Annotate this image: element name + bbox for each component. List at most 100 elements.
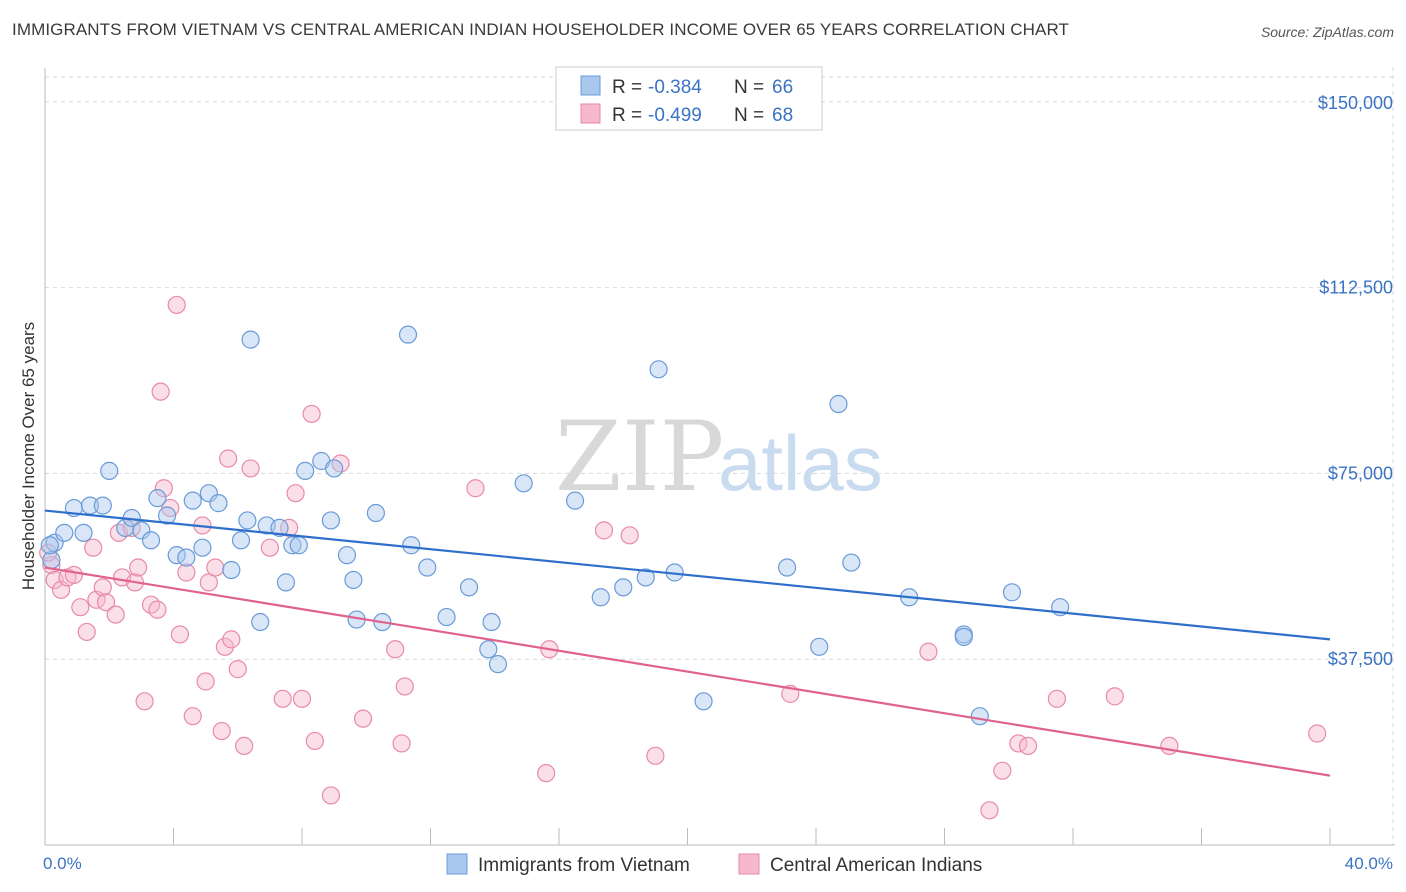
central-american-indian-point-21	[154, 479, 173, 498]
legend-swatch-vietnam	[446, 853, 468, 875]
vietnam-point-52	[649, 360, 668, 379]
y-tick-labels: $37,500 $75,000 $112,500 $150,000	[1318, 93, 1393, 669]
vietnam-point-16	[183, 491, 202, 510]
central-american-indian-point-59	[980, 801, 999, 820]
central-american-indian-point-9	[93, 578, 112, 597]
vietnam-point-20	[222, 560, 241, 580]
central-american-indian-point-39	[273, 689, 292, 708]
central-american-indian-point-44	[305, 731, 324, 751]
watermark-zip: ZIP	[555, 401, 724, 513]
central-american-indian-point-63	[1047, 689, 1067, 708]
central-american-indian-point-52	[537, 764, 556, 783]
vietnam-point-26	[270, 518, 289, 537]
legend-r-label-2: R =	[612, 105, 642, 126]
vietnam-point-4	[74, 523, 93, 542]
vietnam-point-17	[193, 538, 212, 557]
vietnam-point-41	[418, 558, 437, 577]
vietnam-point-37	[366, 503, 385, 523]
vietnam-point-44	[479, 640, 498, 659]
vietnam-point-2	[55, 523, 74, 542]
central-american-indian-point-19	[148, 600, 167, 619]
legend-r-label-1: R =	[612, 77, 642, 98]
central-american-indian-point-62	[1018, 736, 1038, 756]
central-american-indian-point-17	[135, 692, 154, 711]
stats-legend: R = -0.384 N = 66 R = -0.499 N = 68	[555, 66, 823, 131]
central-american-indian-point-45	[321, 786, 341, 805]
central-american-indian-point-11	[106, 605, 125, 624]
central-american-indian-point-41	[286, 484, 305, 503]
legend-swatch-blue	[580, 75, 601, 96]
vietnam-point-11	[141, 531, 161, 550]
central-american-indian-point-56	[646, 746, 665, 765]
central-american-indian-point-38	[260, 538, 279, 557]
central-american-indian-point-47	[353, 709, 373, 728]
central-american-indian-trend-line	[44, 566, 1331, 777]
x-tick-label-0: 0.0%	[43, 854, 82, 873]
legend-label-central-american-indians: Central American Indians	[770, 855, 982, 876]
central-american-indian-point-30	[206, 558, 225, 577]
vietnam-point-56	[810, 637, 829, 656]
central-american-indian-point-42	[292, 689, 312, 708]
central-american-indian-point-34	[222, 630, 241, 649]
vietnam-point-39	[398, 325, 418, 344]
central-american-indian-point-64	[1105, 687, 1124, 706]
central-american-indian-point-43	[302, 404, 321, 424]
vietnam-point-48	[565, 491, 585, 510]
trend-lines	[44, 509, 1331, 777]
vietnam-point-50	[614, 578, 633, 597]
central-american-indian-point-40	[280, 518, 299, 537]
vietnam-point-33	[325, 459, 344, 478]
vietnam-point-49	[591, 588, 610, 607]
vietnam-point-40	[402, 536, 421, 555]
central-american-indian-point-49	[392, 734, 411, 753]
vietnam-point-6	[93, 496, 112, 515]
legend-swatch-central-american-indians	[738, 853, 760, 875]
central-american-indian-point-33	[219, 449, 238, 468]
central-american-indian-point-7	[84, 538, 103, 557]
central-american-indian-point-36	[235, 736, 254, 756]
central-american-indian-point-48	[386, 640, 405, 659]
vietnam-point-28	[283, 536, 302, 555]
central-american-indian-point-28	[196, 672, 215, 691]
central-american-indian-point-60	[993, 761, 1012, 780]
central-american-indian-point-65	[1160, 736, 1179, 756]
vietnam-point-23	[241, 330, 260, 349]
x-tick-labels: 0.0% 40.0%	[43, 854, 1393, 873]
vietnam-point-30	[296, 461, 315, 481]
central-american-indian-point-16	[129, 558, 148, 577]
vietnam-point-27	[276, 573, 296, 592]
vietnam-point-10	[132, 521, 151, 540]
central-american-indian-point-54	[594, 521, 614, 540]
legend-n-label-1: N =	[734, 77, 764, 98]
series-central-american-indians	[39, 295, 1327, 820]
y-tick-label-0: $37,500	[1328, 649, 1393, 669]
vietnam-point-7	[100, 461, 119, 481]
central-american-indian-point-20	[151, 382, 170, 401]
vietnam-point-62	[970, 707, 989, 726]
y-axis-label: Householder Income Over 65 years	[19, 322, 38, 590]
central-american-indian-point-55	[620, 526, 639, 545]
vietnam-point-45	[482, 612, 501, 632]
vietnam-point-34	[337, 546, 357, 565]
central-american-indian-point-58	[919, 642, 938, 661]
vietnam-point-12	[148, 489, 167, 508]
legend-r-value-1: -0.384	[648, 77, 702, 98]
axes	[44, 68, 1395, 846]
vietnam-point-58	[842, 553, 861, 572]
vietnam-point-24	[251, 612, 270, 632]
vietnam-point-21	[231, 531, 251, 550]
central-american-indian-point-50	[395, 677, 414, 696]
central-american-indian-point-26	[183, 707, 202, 726]
legend-n-value-1: 66	[772, 77, 793, 98]
vietnam-point-29	[289, 536, 308, 555]
vietnam-point-43	[459, 578, 479, 597]
vietnam-point-47	[514, 474, 533, 493]
watermark-atlas: atlas	[718, 419, 883, 507]
legend-n-value-2: 68	[772, 105, 793, 126]
vietnam-point-55	[777, 558, 797, 577]
central-american-indian-point-32	[215, 637, 234, 656]
vietnam-point-19	[209, 494, 228, 513]
legend-n-label-2: N =	[734, 105, 764, 126]
central-american-indian-point-25	[177, 563, 196, 582]
